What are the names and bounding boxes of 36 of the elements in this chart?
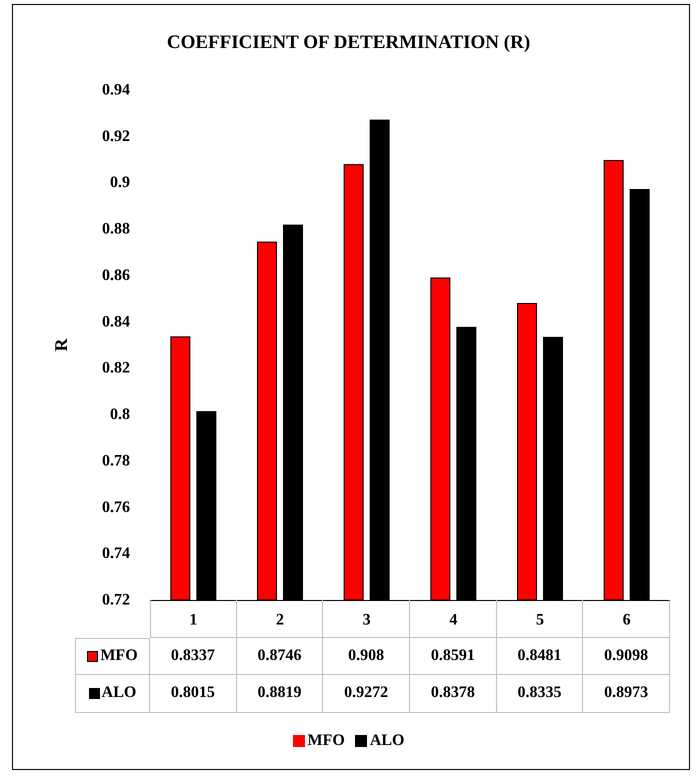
y-tick-label: 0.82: [102, 360, 130, 377]
x-tick-label: 1: [189, 612, 198, 628]
y-tick-label: 0.84: [102, 313, 130, 330]
text: ALO: [370, 732, 404, 749]
data-label: 0.8015: [150, 675, 237, 712]
y-tick-label: 0.78: [102, 452, 130, 470]
data-label: 0.8481: [496, 638, 584, 675]
y-axis-title: R: [51, 338, 71, 352]
data-label: 0.908: [323, 638, 410, 675]
data-label: 0.8746: [236, 638, 324, 675]
data-label: 0.8819: [236, 675, 324, 712]
chart-title: COEFFICIENT OF DETERMINATION (R): [166, 32, 530, 53]
data-label: 0.8337: [150, 638, 237, 675]
y-tick-label: 0.88: [102, 220, 130, 238]
data-label: 0.9272: [323, 675, 410, 712]
data-label: 0.8973: [583, 675, 670, 712]
x-tick-label: 2: [276, 612, 284, 628]
y-tick-label: 0.86: [102, 266, 130, 284]
x-tick-label: 6: [622, 612, 631, 628]
x-tick-label: 4: [449, 612, 458, 628]
text: MFO: [308, 732, 345, 749]
y-tick-label: 0.92: [102, 128, 130, 145]
y-tick-label: 0.76: [102, 498, 130, 516]
x-tick-label: 5: [536, 612, 544, 628]
data-label: 0.8335: [496, 675, 584, 712]
y-tick-label: 0.72: [102, 592, 130, 608]
x-tick-label: 3: [362, 612, 371, 628]
data-label: 0.8591: [410, 638, 497, 675]
y-tick-label: 0.8: [110, 406, 130, 424]
data-label: 0.9098: [583, 638, 670, 675]
y-tick-label: 0.9: [110, 174, 130, 192]
y-tick-label: 0.74: [102, 545, 130, 562]
y-tick-label: 0.94: [102, 82, 130, 98]
legend-label: MFO: [75, 638, 150, 675]
data-label: 0.8378: [410, 675, 497, 712]
legend-label: ALO: [75, 675, 150, 712]
